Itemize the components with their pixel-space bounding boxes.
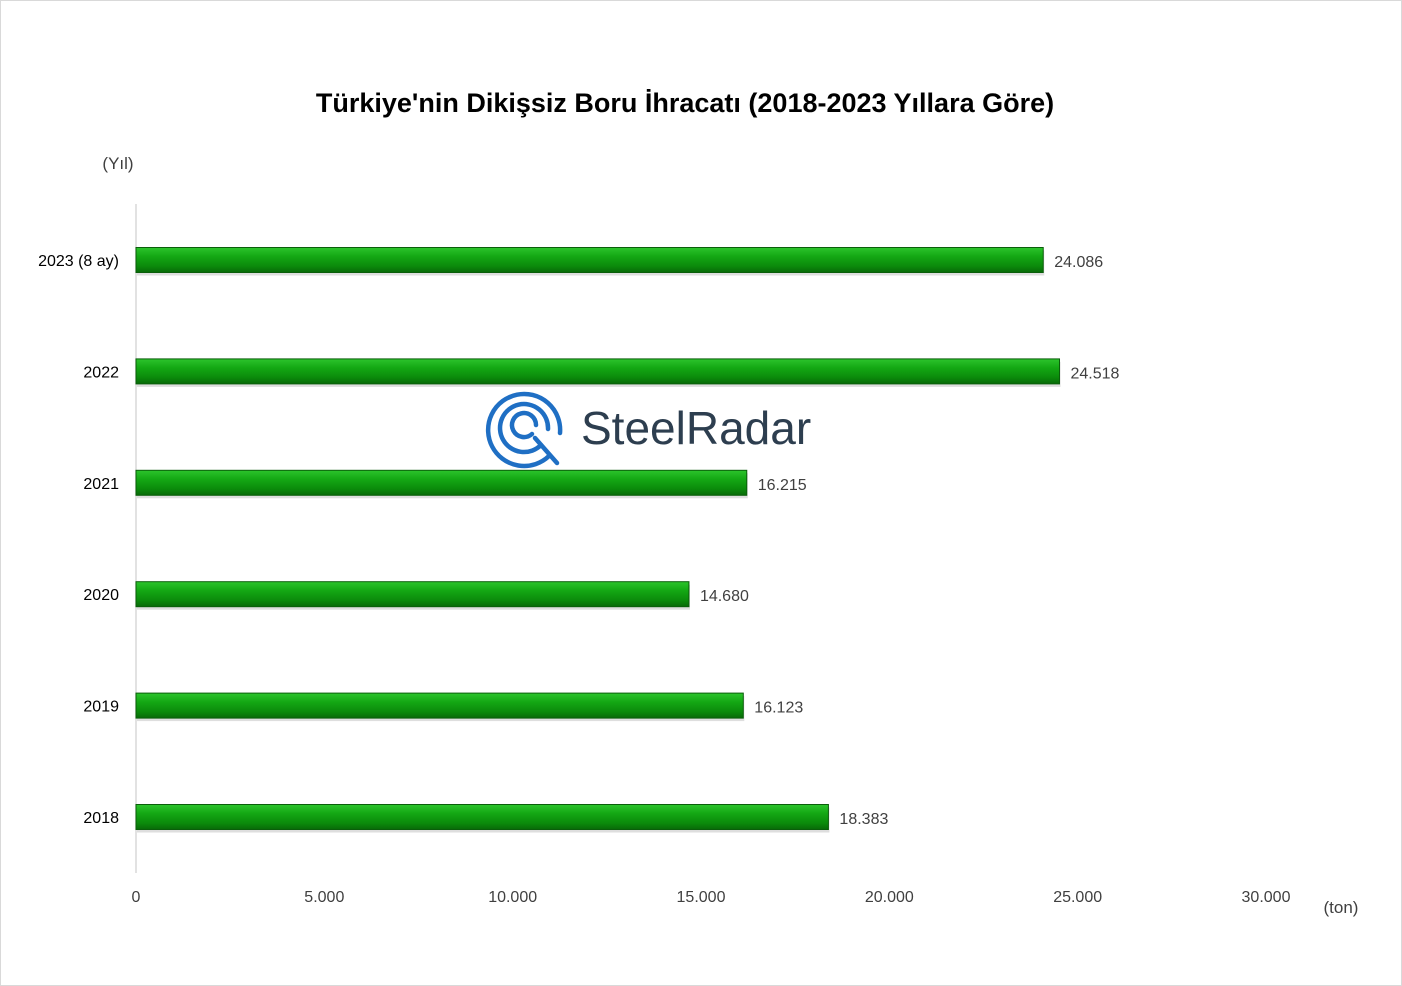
steelradar-logo: SteelRadar [485,391,811,469]
x-axis-label: (ton) [1324,898,1359,917]
x-tick-label: 0 [132,889,141,906]
bar [135,581,690,608]
y-axis-label: (Yıl) [102,154,133,173]
data-label: 16.215 [758,477,807,494]
category-label: 2020 [83,587,119,604]
bar [135,692,744,719]
category-label: 2023 (8 ay) [38,253,119,270]
data-label: 18.383 [839,811,888,828]
bars-group [135,247,1061,833]
x-tick-label: 30.000 [1242,889,1291,906]
category-label: 2021 [83,476,119,493]
chart-title: Türkiye'nin Dikişsiz Boru İhracatı (2018… [316,88,1054,118]
bar [135,469,748,496]
data-label: 16.123 [754,700,803,717]
x-tick-label: 10.000 [488,889,537,906]
data-label: 24.086 [1054,254,1103,271]
bar [135,804,829,830]
bar [135,358,1061,385]
category-label: 2019 [83,699,119,716]
logo-text: SteelRadar [581,402,811,454]
data-label: 14.680 [700,588,749,605]
category-label: 2018 [83,810,119,827]
x-tick-label: 5.000 [304,889,344,906]
bar [135,247,1044,273]
x-tick-label: 20.000 [865,889,914,906]
data-labels: 24.086 24.518 16.215 14.680 16.123 18.383 [700,254,1120,828]
x-tick-label: 25.000 [1053,889,1102,906]
data-label: 24.518 [1071,365,1120,382]
x-tick-label: 15.000 [677,889,726,906]
x-tick-labels: 0 5.000 10.000 15.000 20.000 25.000 30.000 [132,889,1291,906]
category-label: 2022 [83,364,119,381]
radar-icon [485,391,563,469]
category-labels: 2023 (8 ay) 2022 2021 2020 2019 2018 [38,253,119,827]
